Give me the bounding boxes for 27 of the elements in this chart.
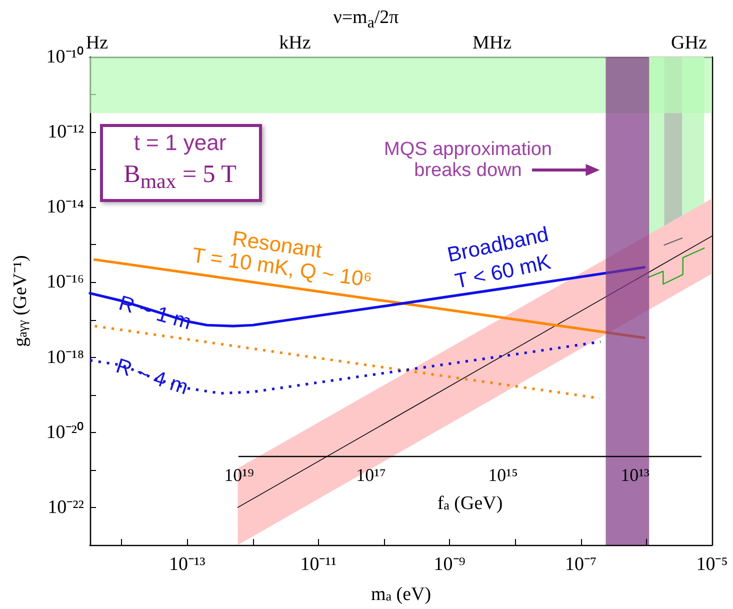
annotation: 10¹⁷ [356,465,386,485]
annotation: MQS approximation breaks down [383,139,553,182]
x-tick-label: 10⁻⁷ [564,554,597,575]
text: GHz [671,32,707,54]
y-tick-label: 10⁻¹⁸ [46,346,84,368]
annotation: fa (GeV) [437,493,503,514]
x-tick-label: 10⁻⁵ [696,554,728,575]
y-tick-label: 10⁻¹² [48,122,84,143]
x-tick-label: 10⁻⁹ [434,554,466,575]
annotation: 10¹⁵ [488,465,518,485]
x-tick-label: 10⁻¹¹ [300,554,337,575]
text: Hz [86,32,108,54]
x-tick-label: 10⁻¹³ [168,554,206,575]
y-tick-label: 10⁻²⁰ [46,420,84,443]
annotation: 10¹⁹ [224,465,254,485]
annotation: t = 1 year [134,130,226,156]
text: kHz [279,32,311,54]
y-tick-label: 10⁻¹⁴ [46,196,84,218]
annotation: 10¹³ [620,465,650,485]
annotation: B$_{max}$ = 5 T [124,161,236,194]
text: ν=m$_{a}$/2π [333,6,399,32]
text: MHz [472,32,512,54]
x-axis-title: ma (eV) [370,584,432,605]
y-tick-label: 10⁻¹⁰ [46,46,84,68]
y-tick-label: 10⁻²² [48,496,84,518]
y-tick-label: 10⁻¹⁶ [46,272,84,293]
y-axis-title: gaγγ (GeV⁻¹) [10,255,31,347]
